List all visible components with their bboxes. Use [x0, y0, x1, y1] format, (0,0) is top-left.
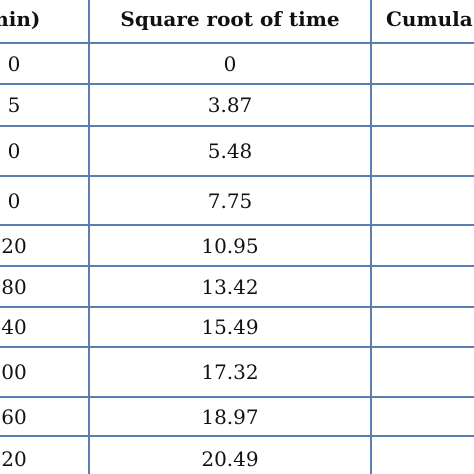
table-row: 0 7.75: [0, 177, 474, 224]
column-divider: [370, 0, 372, 474]
header-square-root-of-time: Square root of time: [120, 7, 340, 31]
cell-sqrt-time: 20.49: [201, 447, 259, 471]
table-row: 20 20.49: [0, 437, 474, 474]
cell-cumulative: [372, 177, 474, 224]
table-row: 00 17.32: [0, 348, 474, 396]
cell-time: 20: [1, 447, 27, 471]
table-row: 5 3.87: [0, 85, 474, 124]
table-row: 0 5.48: [0, 127, 474, 175]
cell-time: 40: [1, 315, 27, 339]
cell-cumulative: [372, 398, 474, 435]
table-row: 20 10.95: [0, 226, 474, 265]
cell-sqrt-time: 3.87: [207, 92, 253, 117]
cell-sqrt-time: 0: [223, 51, 237, 76]
row-divider: [0, 346, 474, 348]
cell-sqrt-time: 15.49: [201, 315, 259, 339]
row-divider: [0, 42, 474, 44]
row-divider: [0, 265, 474, 267]
cell-cumulative: [372, 44, 474, 83]
table-row: 0 0: [0, 44, 474, 83]
table-row: 60 18.97: [0, 398, 474, 435]
row-divider: [0, 175, 474, 177]
row-divider: [0, 224, 474, 226]
cell-sqrt-time: 5.48: [207, 139, 253, 163]
cell-time: 20: [1, 233, 27, 258]
header-time: min): [0, 7, 41, 31]
cell-sqrt-time: 13.42: [201, 274, 259, 299]
cell-time: 0: [7, 51, 21, 76]
row-divider: [0, 306, 474, 308]
row-divider: [0, 435, 474, 437]
cell-time: 00: [1, 360, 27, 384]
table-row: 40 15.49: [0, 308, 474, 346]
column-divider: [88, 0, 90, 474]
table-header-row: min) Square root of time Cumula: [0, 0, 474, 42]
cell-cumulative: [372, 348, 474, 396]
row-divider: [0, 125, 474, 127]
cell-sqrt-time: 18.97: [201, 404, 259, 429]
cell-cumulative: [372, 308, 474, 346]
cell-time: 60: [1, 404, 27, 429]
cell-cumulative: [372, 85, 474, 124]
cell-cumulative: [372, 267, 474, 306]
cell-cumulative: [372, 127, 474, 175]
cell-sqrt-time: 17.32: [201, 360, 259, 384]
cell-time: 0: [7, 139, 21, 163]
cell-time: 5: [7, 92, 21, 117]
cell-sqrt-time: 7.75: [207, 188, 253, 213]
cell-time: 0: [7, 188, 21, 213]
cell-time: 80: [1, 274, 27, 299]
row-divider: [0, 83, 474, 85]
cell-cumulative: [372, 226, 474, 265]
header-cumulative: Cumula: [386, 7, 473, 31]
cell-sqrt-time: 10.95: [201, 233, 259, 258]
row-divider: [0, 396, 474, 398]
cell-cumulative: [372, 437, 474, 474]
table-row: 80 13.42: [0, 267, 474, 306]
